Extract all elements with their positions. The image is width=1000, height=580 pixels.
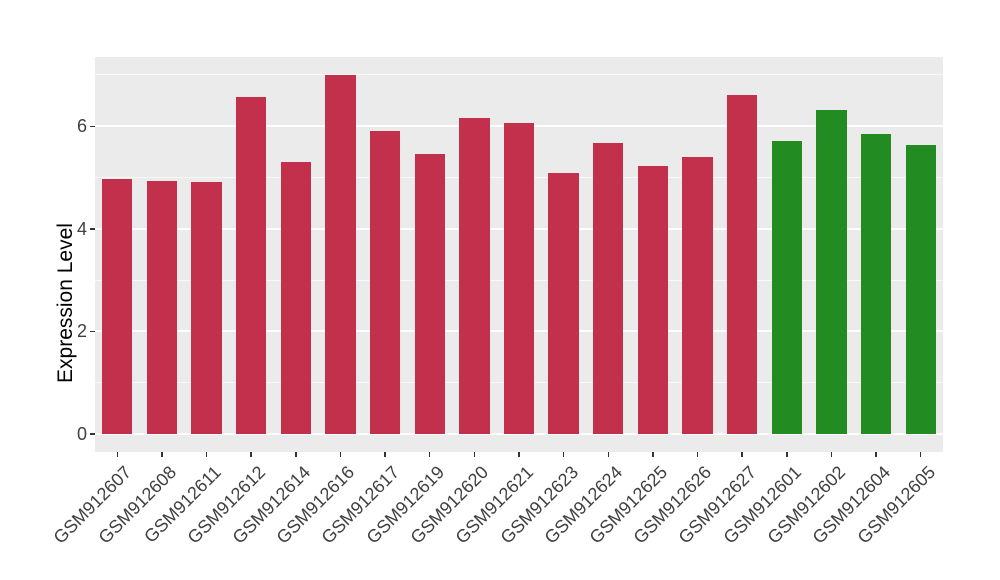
x-tick-mark xyxy=(295,452,297,457)
y-axis-title: Expression Level xyxy=(54,223,77,383)
bar-GSM912625 xyxy=(637,166,669,435)
x-tick-mark xyxy=(696,452,699,457)
x-tick-mark xyxy=(116,452,119,457)
gridline-major xyxy=(95,433,943,436)
x-tick-mark xyxy=(652,452,654,457)
x-tick-mark xyxy=(875,452,877,457)
y-tick-mark xyxy=(90,330,95,333)
y-tick-label: 6 xyxy=(76,116,87,137)
bar-GSM912611 xyxy=(191,182,222,435)
x-tick-mark xyxy=(562,452,565,457)
bar-GSM912626 xyxy=(682,157,713,435)
bar-GSM912621 xyxy=(503,123,535,435)
bar-GSM912601 xyxy=(771,141,802,435)
bar-GSM912604 xyxy=(860,134,892,435)
bar-GSM912619 xyxy=(414,154,445,435)
y-tick-label: 0 xyxy=(76,424,87,445)
x-tick-mark xyxy=(919,452,922,457)
x-tick-mark xyxy=(250,452,252,457)
y-tick-mark xyxy=(90,125,95,127)
x-tick-mark xyxy=(205,452,208,457)
bar-GSM912605 xyxy=(905,145,936,435)
bar-GSM912612 xyxy=(236,96,267,435)
y-tick-label: 4 xyxy=(76,218,87,239)
x-tick-mark xyxy=(830,452,833,457)
bar-GSM912617 xyxy=(369,131,401,435)
gridline-minor xyxy=(95,74,943,76)
bar-GSM912608 xyxy=(146,181,178,435)
bar-GSM912607 xyxy=(102,178,133,435)
bar-GSM912624 xyxy=(593,142,624,435)
bar-GSM912623 xyxy=(548,173,579,435)
y-tick-mark xyxy=(90,433,95,435)
bar-GSM912627 xyxy=(726,95,758,435)
plot-panel xyxy=(95,57,943,452)
x-tick-mark xyxy=(339,452,342,457)
x-tick-mark xyxy=(786,452,788,457)
x-tick-mark xyxy=(518,452,520,457)
x-tick-mark xyxy=(607,452,609,457)
bar-GSM912614 xyxy=(280,162,311,435)
bar-GSM912602 xyxy=(816,109,847,435)
x-tick-mark xyxy=(161,452,163,457)
bar-GSM912620 xyxy=(459,117,490,435)
x-tick-mark xyxy=(428,452,431,457)
y-tick-label: 2 xyxy=(76,321,87,342)
bar-GSM912616 xyxy=(325,74,356,435)
y-tick-mark xyxy=(90,228,95,230)
x-tick-mark xyxy=(741,452,743,457)
x-tick-mark xyxy=(473,452,476,457)
x-tick-mark xyxy=(384,452,386,457)
